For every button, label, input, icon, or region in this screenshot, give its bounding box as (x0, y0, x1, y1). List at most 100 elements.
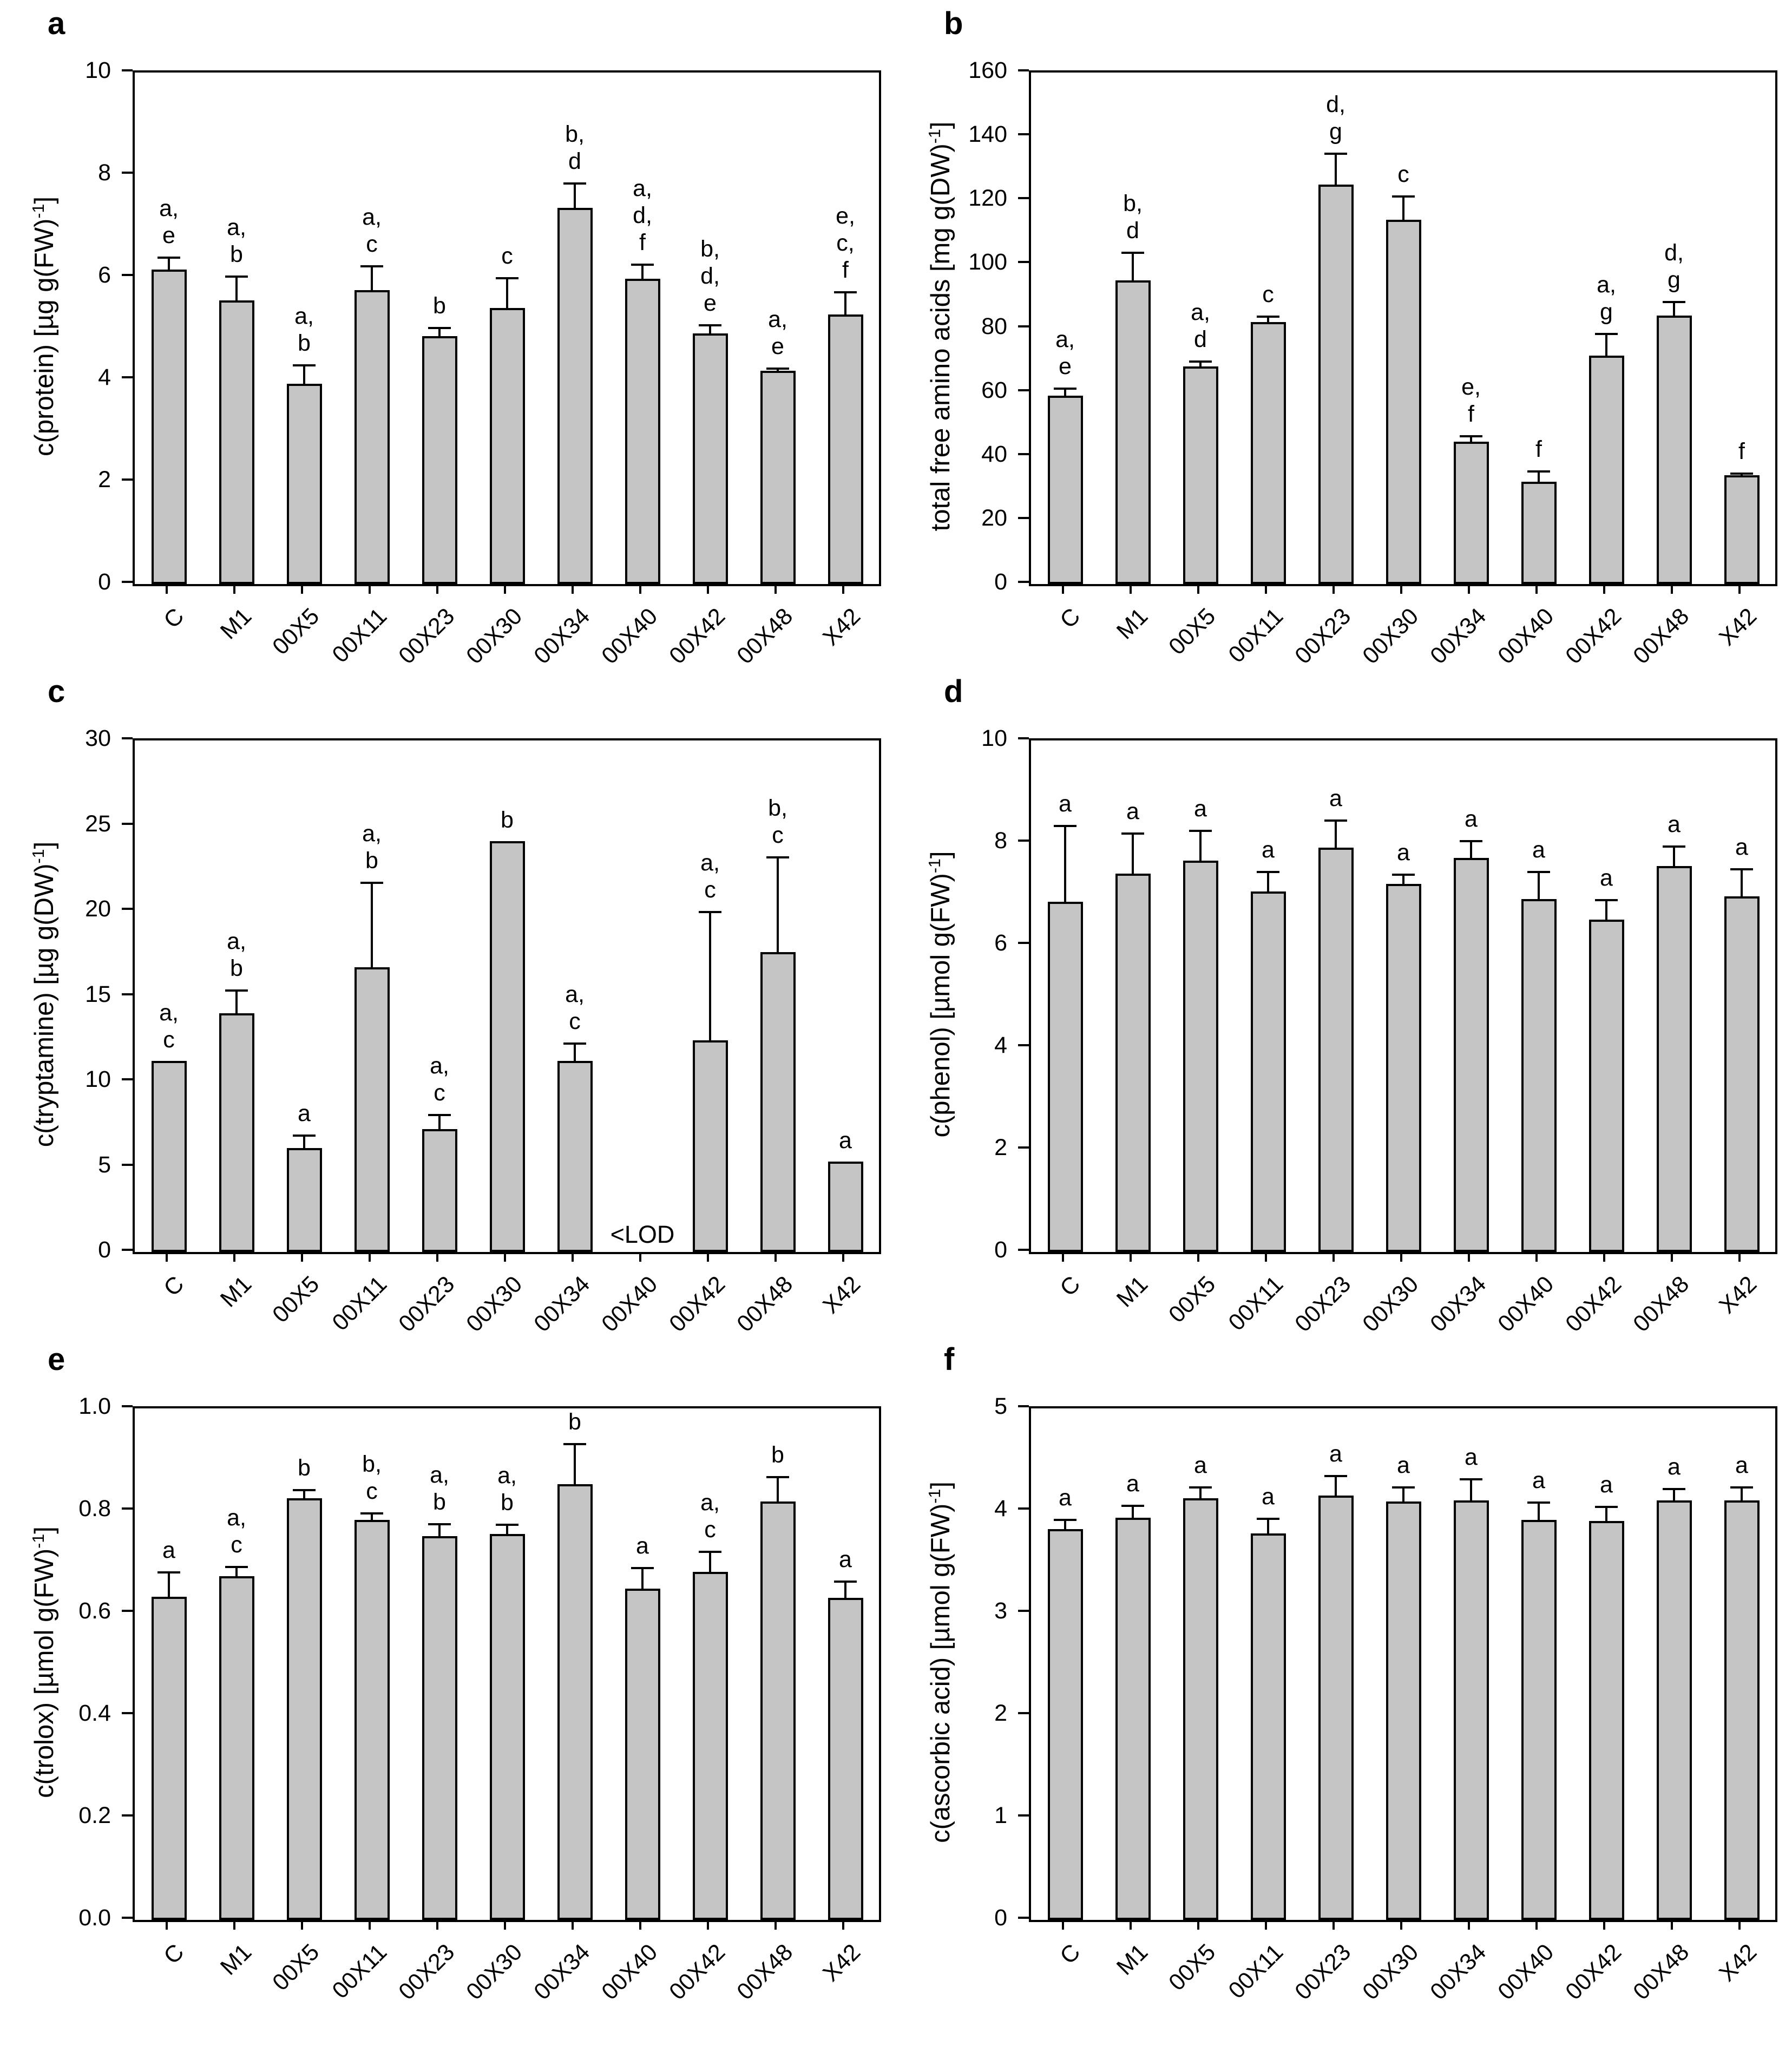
x-tick (774, 1252, 777, 1262)
error-bar-cap (225, 276, 248, 278)
x-tick (1468, 1252, 1470, 1262)
y-tick-label: 120 (968, 185, 1007, 212)
error-bar-cap (360, 882, 383, 884)
bar-M1 (1115, 1518, 1151, 1920)
x-tick-label: 00X34 (529, 1939, 595, 2005)
sig-letters: a (1262, 836, 1275, 863)
bar-00X11 (354, 967, 390, 1252)
bar-00X34 (1453, 1500, 1489, 1920)
y-tick-label: 0 (994, 1905, 1007, 1931)
bar-00X42 (1588, 355, 1624, 584)
y-tick (122, 822, 133, 825)
y-tick-label: 4 (994, 1032, 1007, 1058)
error-bar-line (371, 882, 373, 967)
bar-00X48 (760, 952, 796, 1252)
sig-letters: a, b (362, 821, 382, 874)
x-tick (1332, 1252, 1335, 1262)
y-tick-label: 0.2 (78, 1802, 111, 1828)
error-bar-line (1402, 873, 1404, 884)
error-bar-line (1267, 870, 1269, 891)
bar-00X23 (422, 1129, 457, 1252)
six-panel-bar-chart-figure: a c(protein) [µg g(FW)-1] a, e a, b a, b a, c b c b,… (29, 6, 1777, 2005)
error-bar-cap (1121, 832, 1144, 835)
bar-C (1047, 901, 1083, 1252)
y-tick (1018, 69, 1029, 71)
y-tick-label: 15 (85, 981, 111, 1007)
bar-00X42 (1588, 919, 1624, 1252)
y-axis-label: c(ascorbic acid) [µmol g(FW)-1] (925, 1481, 956, 1843)
bar-00X34 (1453, 858, 1489, 1252)
y-tick-label: 0 (98, 1237, 111, 1263)
plot-inner: a a, c b b, c a, b a, b b a a, c b a (135, 1408, 879, 1920)
y-tick (1018, 325, 1029, 327)
x-tick (1332, 584, 1335, 594)
x-tick (504, 1920, 506, 1930)
x-tick-label: 00X48 (1628, 1939, 1695, 2005)
error-bar-line (168, 1571, 170, 1597)
bar-00X42 (1588, 1520, 1624, 1920)
error-bar-line (438, 326, 441, 336)
error-bar-cap (1730, 868, 1753, 871)
error-bar-line (1673, 1488, 1675, 1501)
bar-00X30 (489, 307, 525, 584)
error-bar-line (1335, 152, 1337, 185)
bar-00X42 (692, 333, 728, 584)
sig-letters: b, d (1123, 190, 1143, 244)
error-bar-cap (1189, 360, 1212, 363)
error-bar-cap (1054, 1519, 1076, 1522)
lod-note: <LOD (610, 1221, 675, 1248)
x-tick-label: C (159, 1939, 189, 1970)
error-bar-line (1673, 301, 1675, 316)
error-bar-line (1470, 840, 1472, 858)
x-tick (369, 584, 371, 594)
x-tick (639, 1920, 641, 1930)
x-tick (1603, 1920, 1605, 1930)
sig-letters: d, g (1326, 91, 1345, 145)
y-tick-label: 10 (85, 57, 111, 83)
error-bar-cap (1595, 333, 1618, 336)
bar-X42 (828, 1597, 863, 1920)
y-tick-label: 4 (98, 364, 111, 390)
y-tick (1018, 1712, 1029, 1714)
x-tick (1332, 1920, 1335, 1930)
x-tick-label: 00X42 (1560, 1939, 1627, 2005)
error-bar-line (1199, 830, 1202, 861)
error-bar-line (1132, 832, 1134, 874)
sig-letters: a, b (430, 1461, 449, 1515)
plot-inner: a, e b, d a, d c d, g c e, f f a, g d, g f (1031, 73, 1775, 584)
bar-00X11 (354, 290, 390, 584)
bar-00X30 (1386, 883, 1421, 1252)
sig-letters: b (298, 1455, 311, 1481)
bar-00X5 (286, 1498, 322, 1920)
error-bar-line (709, 911, 711, 1041)
error-bar-line (1470, 435, 1472, 442)
sig-letters: a (1532, 1467, 1545, 1493)
plot-inner: a a a a a a a a a a a (1031, 1408, 1775, 1920)
y-tick (122, 1249, 133, 1251)
bar-C (151, 1596, 187, 1920)
y-tick (122, 1163, 133, 1166)
x-tick (166, 584, 168, 594)
plot-area: a, e a, b a, b a, c b c b, d a, d, f b, d, e a, e e, c, f (133, 70, 881, 586)
error-bar-cap (1121, 1504, 1144, 1507)
error-bar-cap (1460, 1478, 1482, 1480)
bar-00X23 (1318, 1495, 1354, 1920)
y-tick-label: 2 (98, 467, 111, 493)
bar-00X48 (1656, 1500, 1692, 1920)
bar-00X5 (286, 383, 322, 584)
error-bar-line (1741, 868, 1743, 897)
x-tick (1468, 584, 1470, 594)
sig-letters: c (501, 243, 513, 269)
error-bar-cap (157, 1571, 180, 1573)
error-bar-cap (563, 1443, 586, 1446)
sig-letters: a, e (159, 195, 179, 249)
y-tick-label: 5 (994, 1393, 1007, 1419)
x-tick (166, 1920, 168, 1930)
x-tick-label: 00X34 (1425, 1939, 1492, 2005)
x-tick (1535, 584, 1538, 594)
x-tick (233, 1920, 235, 1930)
sig-letters: a (1059, 790, 1072, 817)
bar-C (151, 1061, 187, 1252)
x-tick (1535, 1920, 1538, 1930)
x-tick (1400, 584, 1402, 594)
